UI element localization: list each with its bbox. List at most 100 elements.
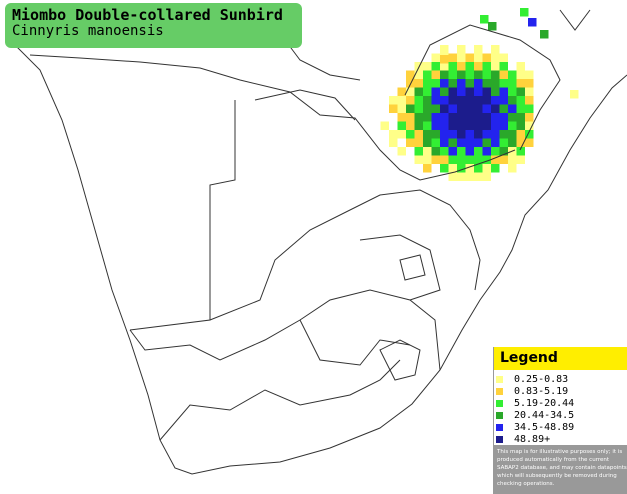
cell bbox=[431, 104, 440, 113]
cell bbox=[465, 96, 474, 105]
cell bbox=[406, 70, 415, 79]
cell bbox=[491, 79, 500, 88]
cell bbox=[491, 87, 500, 96]
cell bbox=[406, 121, 415, 130]
cell bbox=[465, 121, 474, 130]
cell bbox=[457, 113, 466, 122]
cell bbox=[448, 87, 457, 96]
cell bbox=[525, 138, 534, 147]
cell bbox=[389, 96, 398, 105]
legend-items: 0.25-0.83 0.83-5.19 5.19-20.44 20.44-34.5 34… bbox=[494, 370, 627, 446]
cell bbox=[465, 155, 474, 164]
cell bbox=[414, 130, 423, 139]
legend-label: 0.83-5.19 bbox=[514, 386, 569, 397]
cell bbox=[414, 138, 423, 147]
cell bbox=[482, 130, 491, 139]
cell bbox=[482, 53, 491, 62]
cell bbox=[491, 104, 500, 113]
cell bbox=[474, 53, 483, 62]
cell bbox=[474, 104, 483, 113]
cell bbox=[406, 87, 415, 96]
cell bbox=[465, 147, 474, 156]
country-border bbox=[129, 289, 441, 371]
cell bbox=[397, 130, 406, 139]
legend-item: 0.25-0.83 bbox=[494, 374, 627, 386]
legend-label: 5.19-20.44 bbox=[514, 398, 575, 409]
cell bbox=[448, 164, 457, 173]
cell bbox=[482, 96, 491, 105]
country-border bbox=[404, 24, 561, 151]
cell bbox=[406, 96, 415, 105]
cell bbox=[457, 121, 466, 130]
legend-item: 48.89+ bbox=[494, 434, 627, 446]
cell bbox=[516, 130, 525, 139]
legend-label: 34.5-48.89 bbox=[514, 422, 575, 433]
cell bbox=[491, 164, 500, 173]
legend-title: Legend bbox=[494, 347, 627, 370]
cell bbox=[525, 70, 534, 79]
cell bbox=[465, 104, 474, 113]
cell bbox=[474, 147, 483, 156]
cell bbox=[488, 22, 497, 31]
cell bbox=[406, 113, 415, 122]
cell bbox=[516, 79, 525, 88]
cell bbox=[423, 130, 432, 139]
cell bbox=[440, 96, 449, 105]
legend-swatch bbox=[496, 436, 503, 443]
cell bbox=[414, 104, 423, 113]
country-border bbox=[129, 100, 236, 331]
legend-swatch bbox=[496, 412, 503, 419]
cell bbox=[499, 87, 508, 96]
cell bbox=[474, 96, 483, 105]
cell bbox=[465, 70, 474, 79]
cell bbox=[508, 87, 517, 96]
cell bbox=[525, 104, 534, 113]
legend-item: 20.44-34.5 bbox=[494, 410, 627, 422]
cell bbox=[474, 113, 483, 122]
cell bbox=[516, 104, 525, 113]
cell bbox=[448, 147, 457, 156]
cell bbox=[414, 70, 423, 79]
cell bbox=[397, 121, 406, 130]
cell bbox=[457, 62, 466, 71]
legend-label: 48.89+ bbox=[514, 434, 551, 445]
cell bbox=[491, 113, 500, 122]
legend-item: 0.83-5.19 bbox=[494, 386, 627, 398]
province-border bbox=[359, 234, 441, 301]
cell bbox=[397, 104, 406, 113]
legend-swatch bbox=[496, 388, 503, 395]
cell bbox=[431, 138, 440, 147]
cell bbox=[482, 147, 491, 156]
cell bbox=[482, 70, 491, 79]
cell bbox=[482, 113, 491, 122]
cell bbox=[499, 130, 508, 139]
cell bbox=[440, 45, 449, 54]
country-border bbox=[29, 54, 516, 181]
cell bbox=[499, 121, 508, 130]
subtitle: Cinnyris manoensis bbox=[12, 23, 164, 39]
legend-item: 5.19-20.44 bbox=[494, 398, 627, 410]
cell bbox=[525, 96, 534, 105]
cell bbox=[440, 164, 449, 173]
cell bbox=[528, 18, 537, 27]
cell bbox=[482, 164, 491, 173]
cell bbox=[499, 147, 508, 156]
cell bbox=[431, 96, 440, 105]
cell bbox=[414, 79, 423, 88]
cell bbox=[448, 79, 457, 88]
cell bbox=[457, 104, 466, 113]
cell bbox=[440, 138, 449, 147]
cell bbox=[440, 121, 449, 130]
cell bbox=[491, 96, 500, 105]
disclaimer-line: which will subsequently be removed durin… bbox=[497, 473, 617, 479]
cell bbox=[448, 121, 457, 130]
cell bbox=[465, 172, 474, 181]
cell bbox=[414, 113, 423, 122]
cell bbox=[525, 121, 534, 130]
cell bbox=[448, 53, 457, 62]
cell bbox=[457, 53, 466, 62]
cell bbox=[465, 87, 474, 96]
cell bbox=[482, 121, 491, 130]
cell bbox=[457, 70, 466, 79]
